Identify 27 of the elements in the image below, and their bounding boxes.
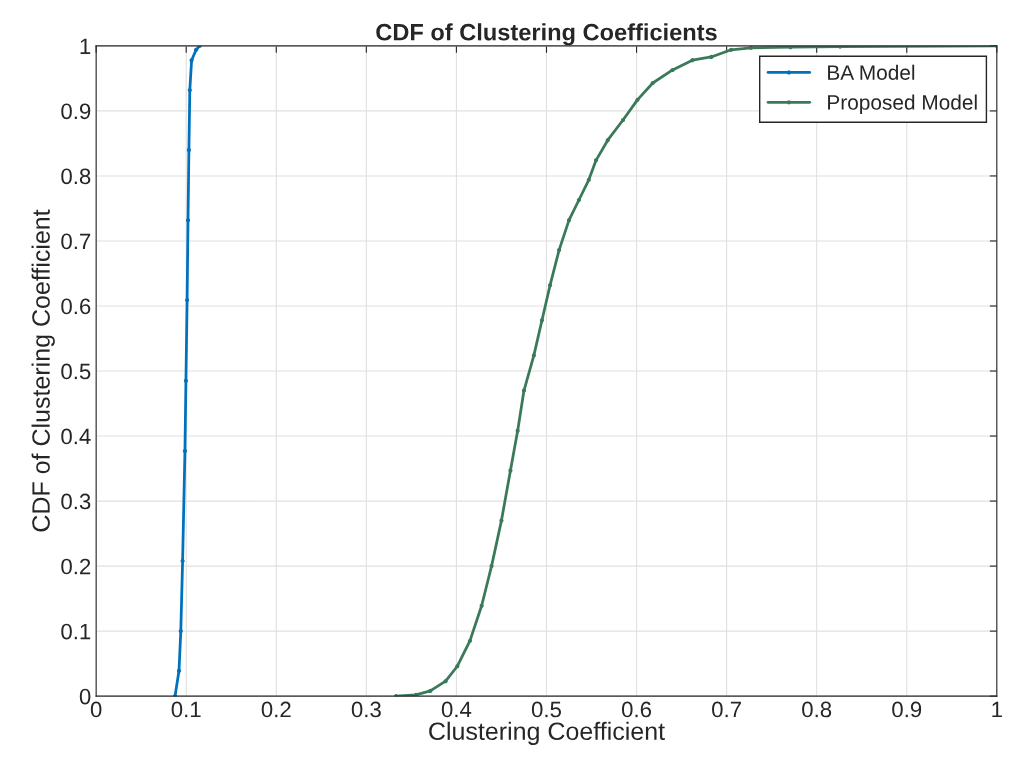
x-tick-label: 0.4 [441,701,472,718]
x-tick-label: 0.9 [892,701,922,718]
x-tick-label: 0.8 [802,701,832,718]
y-tick-label: 0.5 [61,363,91,380]
y-tick-label: 0.8 [61,168,91,185]
x-tick-label: 0.6 [621,701,652,718]
x-axis-title: Clustering Coefficient [429,721,665,746]
x-tick-label: 0.2 [261,701,291,718]
legend-label: Proposed Model [828,94,977,114]
y-tick-label: 0.1 [61,623,91,640]
x-tick-label: 0.5 [531,701,561,718]
y-tick-label: 0.7 [61,233,91,250]
x-tick-label: 0 [90,701,102,718]
y-tick-label: 0.3 [61,493,91,510]
y-tick-label: 0.2 [61,558,91,575]
y-tick-label: 0.9 [61,103,91,120]
chart-title: CDF of Clustering Coefficients [376,23,717,46]
x-tick-label: 0.1 [171,701,201,718]
legend-label: BA Model [828,64,915,80]
x-tick-label: 1 [992,701,1002,718]
y-tick-label: 0.6 [61,298,91,315]
y-tick-label: 0 [79,688,91,705]
x-tick-label: 0.7 [712,701,741,718]
x-tick-label: 0.3 [351,701,381,718]
y-axis-title: CDF of Clustering Coefficient [31,209,55,532]
y-tick-label: 0.4 [61,428,91,445]
y-tick-label: 1 [80,38,91,54]
